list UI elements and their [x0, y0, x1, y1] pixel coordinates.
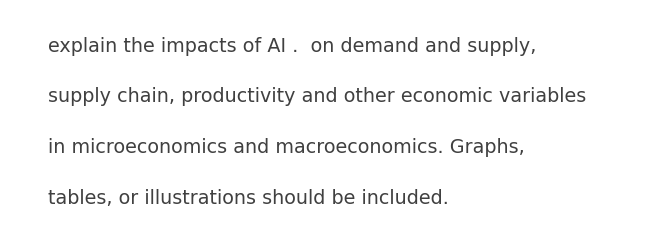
Text: explain the impacts of AI .  on demand and supply,: explain the impacts of AI . on demand an…: [48, 37, 537, 56]
Text: in microeconomics and macroeconomics. Graphs,: in microeconomics and macroeconomics. Gr…: [48, 138, 525, 157]
Text: supply chain, productivity and other economic variables: supply chain, productivity and other eco…: [48, 87, 587, 106]
Text: tables, or illustrations should be included.: tables, or illustrations should be inclu…: [48, 189, 449, 208]
